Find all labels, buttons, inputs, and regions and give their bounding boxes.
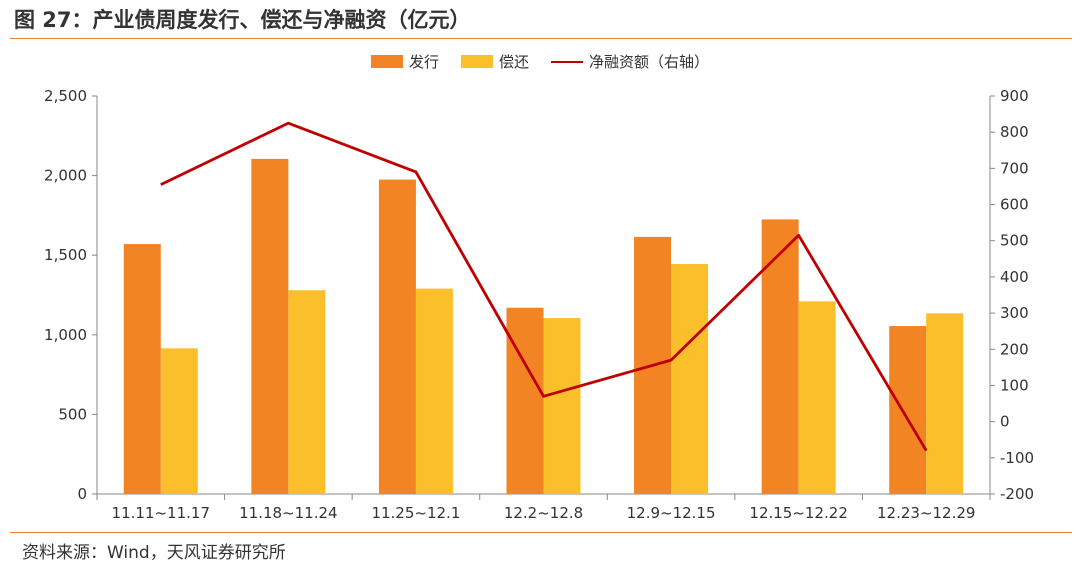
source-note: 资料来源：Wind，天风证券研究所 — [22, 543, 286, 563]
legend-swatch-net-financing — [551, 60, 583, 63]
legend-label-net-financing: 净融资额（右轴） — [589, 53, 710, 71]
legend-label-issuance: 发行 — [408, 53, 439, 71]
x-tick-label: 11.11~11.17 — [112, 504, 210, 522]
x-tick-label: 11.18~11.24 — [239, 504, 337, 522]
y-right-tick-label: 100 — [1000, 376, 1029, 394]
y-left-tick-label: 2,500 — [44, 87, 87, 105]
legend: 发行 偿还 净融资额（右轴） — [0, 51, 1080, 72]
legend-label-repayment: 偿还 — [498, 53, 529, 71]
x-tick-label: 11.25~12.1 — [371, 504, 460, 522]
y-right-tick-label: 700 — [1000, 159, 1029, 177]
y-left-tick-label: 1,000 — [44, 326, 87, 344]
bar-repayment — [543, 318, 581, 494]
bar-issuance — [251, 158, 289, 494]
y-right-tick-label: 600 — [1000, 196, 1029, 214]
legend-swatch-issuance — [370, 55, 403, 68]
line-net-financing — [160, 121, 928, 452]
y-left-tick-label: 500 — [58, 405, 87, 423]
bar-repayment — [415, 288, 453, 494]
y-right-tick-label: 900 — [1000, 87, 1029, 105]
y-right-tick-label: 500 — [1000, 232, 1029, 250]
y-right-tick-label: 400 — [1000, 268, 1029, 286]
x-tick-label: 12.15~12.22 — [749, 504, 847, 522]
y-right-tick-label: -100 — [1000, 449, 1034, 467]
bar-issuance — [378, 179, 416, 494]
x-tick-label: 12.9~12.15 — [627, 504, 716, 522]
chart-title: 图 27：产业债周度发行、偿还与净融资（亿元） — [14, 8, 471, 32]
bar-repayment — [160, 348, 198, 494]
y-right-tick-label: 800 — [1000, 123, 1029, 141]
bar-repayment — [798, 301, 836, 494]
legend-item-repayment: 偿还 — [460, 51, 529, 72]
y-right-tick-label: -200 — [1000, 485, 1034, 503]
x-tick-label: 12.2~12.8 — [504, 504, 583, 522]
legend-item-issuance: 发行 — [370, 51, 439, 72]
x-tick-label: 12.23~12.29 — [877, 504, 975, 522]
title-rule — [10, 38, 1072, 39]
bar-issuance — [506, 307, 544, 494]
bar-issuance — [123, 244, 161, 494]
y-left-tick-label: 0 — [77, 485, 87, 503]
source-rule — [10, 532, 1072, 533]
y-right-tick-label: 0 — [1000, 413, 1010, 431]
y-left-tick-label: 2,000 — [44, 167, 87, 185]
y-right-tick-label: 300 — [1000, 304, 1029, 322]
bar-issuance — [889, 326, 927, 494]
legend-item-net-financing: 净融资额（右轴） — [551, 51, 709, 72]
legend-swatch-repayment — [460, 55, 493, 68]
bar-issuance — [761, 219, 799, 494]
y-left-tick-label: 1,500 — [44, 246, 87, 264]
bar-repayment — [288, 290, 326, 494]
bar-repayment — [671, 263, 709, 494]
y-right-tick-label: 200 — [1000, 340, 1029, 358]
bar-repayment — [926, 313, 964, 494]
